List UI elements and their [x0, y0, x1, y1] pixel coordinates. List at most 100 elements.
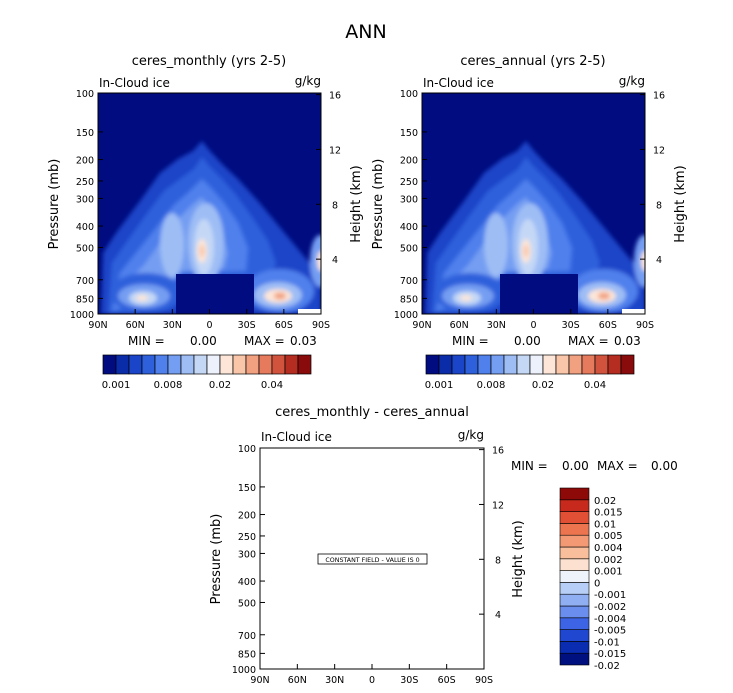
- stats-line-difference: MIN = 0.00 MAX = 0.00: [511, 459, 678, 473]
- colorbar-box: [559, 582, 590, 595]
- height-tick-label: 4: [495, 610, 501, 621]
- colorbar-label: 0.02: [209, 380, 231, 391]
- constant-field-note: CONSTANT FIELD - VALUE IS 0: [317, 553, 428, 565]
- colorbar-box: [258, 354, 273, 375]
- lat-tick-label: 90N: [250, 675, 269, 686]
- colorbar-box: [206, 354, 221, 375]
- panel-title: ceres_monthly (yrs 2-5): [132, 54, 286, 69]
- lat-tick-label: 30S: [400, 675, 418, 686]
- pressure-tick-label: 300: [238, 549, 256, 560]
- max-value: 0.03: [614, 334, 641, 348]
- panel-ceres-monthly: ceres_monthly (yrs 2-5) In-Cloud ice g/k…: [47, 54, 364, 348]
- colorbar-label: 0.001: [425, 380, 454, 391]
- colorbar-label: 0.04: [261, 380, 283, 391]
- pressure-tick-label: 500: [238, 598, 256, 609]
- lat-tick-label: 60S: [438, 675, 456, 686]
- max-label: MAX =: [597, 459, 638, 473]
- colorbar-box: [620, 354, 635, 375]
- colorbar-box: [607, 354, 622, 375]
- pressure-tick-label: 250: [76, 177, 94, 188]
- pressure-tick-label: 700: [400, 276, 418, 287]
- colorbar-box: [559, 605, 590, 619]
- lat-tick-label: 60S: [599, 320, 617, 331]
- pressure-tick-label: 700: [76, 276, 94, 287]
- colorbar-box: [559, 523, 590, 536]
- colorbar-monthly: 0.001 0.008 0.02 0.04: [102, 354, 312, 391]
- y-axis-label-left: Pressure (mb): [371, 159, 386, 250]
- polar-edge-1: [310, 235, 321, 287]
- height-tick-label: 8: [495, 555, 501, 566]
- land-mask: [500, 274, 578, 314]
- nh-lowcloud-4: [136, 295, 148, 301]
- colorbar-label: -0.02: [594, 661, 620, 672]
- colorbar-box: [516, 354, 531, 375]
- pressure-tick-label: 150: [76, 128, 94, 139]
- colorbar-label: 0.004: [594, 543, 623, 554]
- y-axis-label-right: Height (km): [673, 165, 688, 242]
- colorbar-box: [594, 354, 609, 375]
- colorbar-box: [559, 593, 590, 607]
- max-label: MAX =: [568, 334, 609, 348]
- height-tick-label: 4: [656, 255, 662, 266]
- colorbar-label: 0.02: [532, 380, 554, 391]
- colorbar-box: [559, 629, 590, 642]
- colorbar-box: [297, 354, 312, 375]
- colorbar-label: 0.001: [594, 567, 623, 578]
- pressure-tick-label: 500: [400, 243, 418, 254]
- land-mask: [176, 274, 254, 314]
- lat-tick-label: 60N: [450, 320, 469, 331]
- polar-edge-2: [317, 251, 321, 271]
- colorbar-box: [128, 354, 143, 375]
- colorbar-box: [167, 354, 182, 375]
- height-tick-label: 8: [332, 200, 338, 211]
- height-tick-label: 12: [492, 500, 504, 511]
- sh-lowcloud-4: [274, 292, 286, 300]
- colorbar-box: [559, 487, 590, 501]
- pressure-tick-label: 850: [238, 649, 256, 660]
- y-axis-label-left: Pressure (mb): [209, 514, 224, 605]
- pressure-tick-label: 400: [238, 577, 256, 588]
- min-value: 0.00: [190, 334, 217, 348]
- sh-lowcloud-4: [598, 292, 610, 300]
- pressure-tick-label: 250: [400, 177, 418, 188]
- colorbar-box: [559, 511, 590, 524]
- colorbar-box: [425, 354, 440, 375]
- units-label: g/kg: [295, 74, 321, 88]
- height-tick-label: 8: [656, 200, 662, 211]
- colorbar-label: 0.008: [477, 380, 506, 391]
- polar-edge-2: [641, 251, 645, 271]
- colorbar-label: -0.002: [594, 602, 626, 613]
- pressure-tick-label: 300: [76, 194, 94, 205]
- pressure-tick-label: 200: [238, 511, 256, 522]
- pressure-tick-label: 200: [400, 156, 418, 167]
- colorbar-box: [271, 354, 286, 375]
- height-tick-label: 4: [332, 255, 338, 266]
- colorbar-box: [559, 534, 590, 548]
- colorbar-box: [438, 354, 453, 375]
- contour-level-8: [523, 245, 529, 257]
- colorbar-label: -0.004: [594, 614, 626, 625]
- field-label: In-Cloud ice: [99, 76, 170, 90]
- colorbar-box: [102, 354, 117, 375]
- colorbar-box: [219, 354, 234, 375]
- field-label: In-Cloud ice: [261, 430, 332, 444]
- pressure-tick-label: 500: [76, 243, 94, 254]
- pressure-tick-label: 150: [400, 128, 418, 139]
- field-label: In-Cloud ice: [423, 76, 494, 90]
- colorbar-box: [451, 354, 466, 375]
- lat-tick-label: 90S: [636, 320, 654, 331]
- lat-tick-label: 90S: [475, 675, 493, 686]
- y-axis-label-right: Height (km): [511, 520, 526, 597]
- panel-title: ceres_monthly - ceres_annual: [275, 405, 469, 420]
- lat-tick-label: 90N: [412, 320, 431, 331]
- y-axis-label-left: Pressure (mb): [47, 159, 62, 250]
- units-label: g/kg: [458, 428, 484, 442]
- pressure-tick-label: 150: [238, 483, 256, 494]
- pressure-tick-label: 400: [76, 222, 94, 233]
- south-pole-mask: [622, 309, 645, 314]
- colorbar-box: [559, 499, 590, 512]
- colorbar-box: [141, 354, 156, 375]
- contour-level-8: [199, 245, 205, 257]
- colorbar-box: [559, 546, 590, 560]
